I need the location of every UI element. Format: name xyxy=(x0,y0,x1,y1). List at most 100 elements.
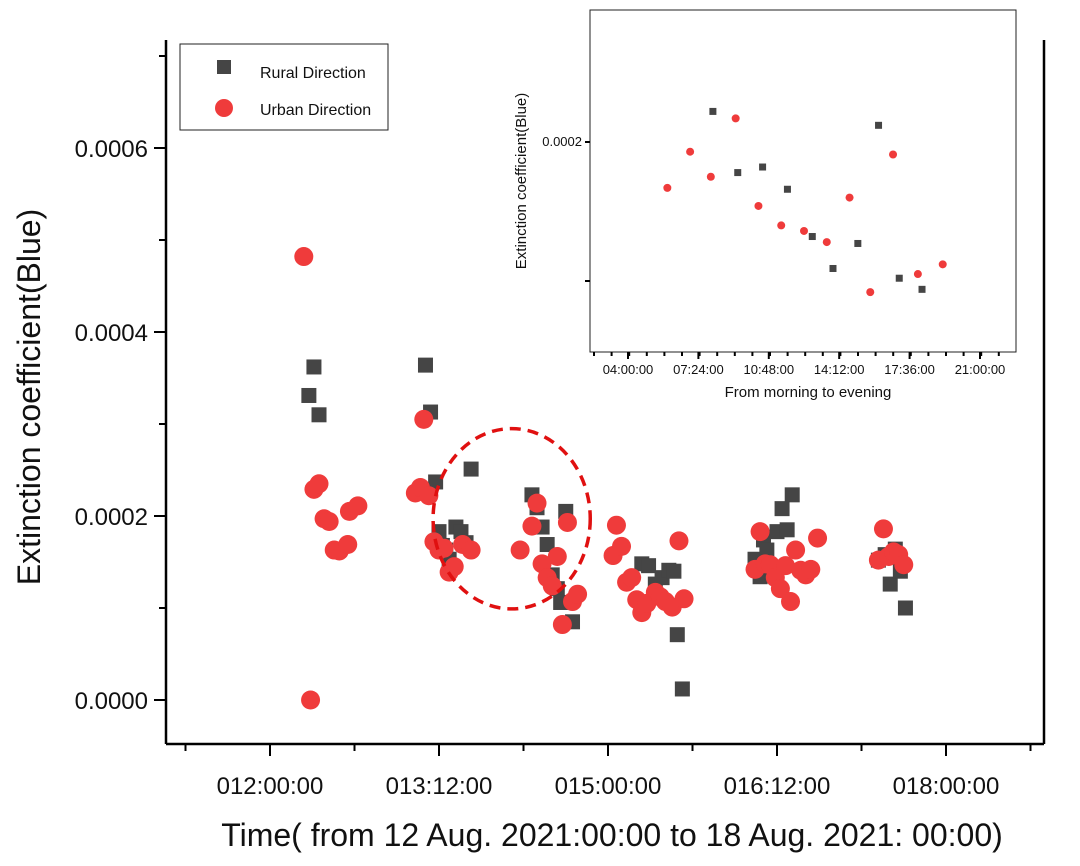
inset-x-tick-label: 17:36:00 xyxy=(884,362,935,377)
urban-point xyxy=(527,493,547,513)
urban-point xyxy=(801,559,821,579)
urban-point xyxy=(669,531,689,551)
main-plot: 0.0000 0.0002 0.0004 0.0006 012:00:00 013:12:… xyxy=(75,40,1046,800)
inset-rural-point xyxy=(783,185,791,193)
rural-point xyxy=(417,357,433,373)
rural-point xyxy=(759,542,775,558)
inset-x-axis-title: From morning to evening xyxy=(725,384,892,401)
legend-rural-marker xyxy=(217,60,231,74)
inset-urban-point xyxy=(731,114,740,123)
rural-point xyxy=(306,359,322,375)
urban-point xyxy=(319,512,339,532)
inset-urban-point xyxy=(913,270,922,279)
inset-urban-point xyxy=(754,201,763,210)
urban-point xyxy=(750,522,770,542)
inset-rural-point xyxy=(709,107,717,115)
inset-x-tick-label: 21:00:00 xyxy=(955,362,1006,377)
urban-point xyxy=(770,579,790,599)
y-tick-label: 0.0006 xyxy=(75,136,148,163)
urban-point xyxy=(894,555,914,575)
urban-point xyxy=(510,540,530,560)
urban-point xyxy=(786,540,806,560)
inset-urban-point xyxy=(663,183,672,192)
inset-rural-point xyxy=(759,163,767,171)
inset-rural-point xyxy=(808,233,816,241)
inset-rural-point xyxy=(875,121,883,129)
inset-urban-point xyxy=(938,260,947,269)
inset-rural-point xyxy=(829,264,837,272)
urban-point xyxy=(552,615,572,635)
inset-urban-point xyxy=(800,226,808,235)
rural-point xyxy=(641,558,657,574)
rural-point xyxy=(784,487,800,503)
inset-x-tick-label: 14:12:00 xyxy=(814,362,865,377)
main-x-axis-title: Time( from 12 Aug. 2021:00:00 to 18 Aug.… xyxy=(221,817,1003,853)
x-tick-label: 018:00:00 xyxy=(893,773,1000,800)
inset-urban-point xyxy=(845,193,854,202)
urban-point xyxy=(612,536,632,556)
rural-point xyxy=(311,407,327,423)
legend: Rural Direction Urban Direction xyxy=(179,43,389,131)
inset-x-tick-label: 04:00:00 xyxy=(603,362,654,377)
urban-point xyxy=(781,592,801,612)
legend-rural-label: Rural Direction xyxy=(260,65,366,82)
urban-point xyxy=(808,528,828,548)
y-tick-label: 0.0004 xyxy=(75,320,148,347)
highlight-dashed-circle xyxy=(431,426,593,611)
urban-point xyxy=(348,496,368,516)
urban-point xyxy=(557,512,577,532)
inset-frame xyxy=(589,9,1017,353)
inset-rural-point xyxy=(734,169,742,177)
inset-rural-point xyxy=(918,285,926,293)
urban-point xyxy=(606,515,626,535)
urban-point xyxy=(547,546,567,566)
rural-point xyxy=(779,522,795,538)
rural-point xyxy=(897,600,913,616)
inset-urban-point xyxy=(889,150,898,159)
rural-point xyxy=(669,627,685,643)
urban-point xyxy=(522,516,542,536)
urban-point xyxy=(461,540,481,560)
legend-box xyxy=(179,43,389,131)
inset-x-tick-label: 07:24:00 xyxy=(673,362,724,377)
main-y-axis-title: Extinction coefficient(Blue) xyxy=(11,209,47,585)
urban-point xyxy=(309,474,329,494)
rural-point xyxy=(301,387,317,403)
urban-point xyxy=(775,556,795,576)
urban-point xyxy=(301,690,321,710)
rural-point xyxy=(539,537,555,553)
rural-point xyxy=(674,681,690,697)
rural-point xyxy=(666,563,682,579)
x-tick-label: 015:00:00 xyxy=(555,773,662,800)
inset-urban-point xyxy=(822,238,831,247)
x-tick-label: 016:12:00 xyxy=(724,773,831,800)
urban-point xyxy=(873,519,893,539)
urban-point xyxy=(419,486,439,506)
inset-y-axis-title: Extinction coefficient(Blue) xyxy=(513,93,530,269)
rural-point xyxy=(882,576,898,592)
urban-point xyxy=(434,538,454,558)
inset-urban-point xyxy=(686,147,695,156)
inset-rural-point xyxy=(895,274,903,282)
y-tick-label: 0.0000 xyxy=(75,688,148,715)
rural-point xyxy=(463,461,479,477)
inset-y-tick-label: 0.0002 xyxy=(542,134,582,149)
x-tick-label: 012:00:00 xyxy=(217,773,324,800)
inset-plot: 0.0002 04:00:00 07:24:00 10:48:00 14:12:00 17… xyxy=(513,9,1017,401)
inset-urban-point xyxy=(706,172,715,181)
y-tick-label: 0.0002 xyxy=(75,504,148,531)
urban-point xyxy=(622,568,642,588)
legend-urban-label: Urban Direction xyxy=(260,102,371,119)
urban-point xyxy=(414,409,434,429)
rural-point xyxy=(774,501,790,517)
inset-urban-point xyxy=(777,221,786,230)
x-tick-label: 013:12:00 xyxy=(386,773,493,800)
inset-x-tick-label: 10:48:00 xyxy=(743,362,794,377)
urban-point xyxy=(338,535,358,555)
urban-point xyxy=(568,584,588,604)
inset-rural-point xyxy=(854,239,862,247)
legend-urban-marker xyxy=(215,99,233,117)
inset-urban-point xyxy=(866,288,875,297)
urban-point xyxy=(674,589,694,609)
